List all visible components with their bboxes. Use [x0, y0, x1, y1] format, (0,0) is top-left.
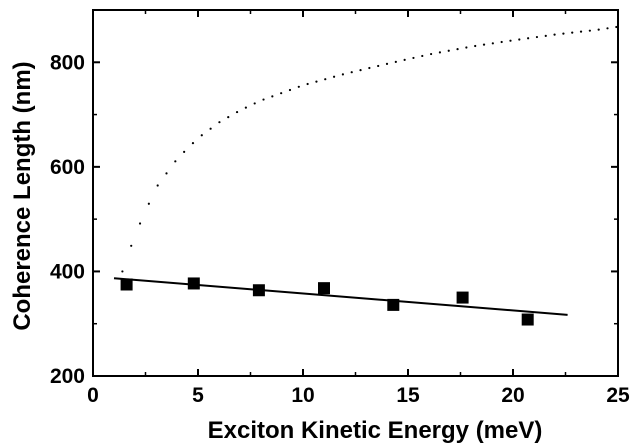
x-axis: 0 5 10 15 20 25: [87, 10, 630, 407]
curve-dot: [438, 51, 442, 54]
curve-dot: [244, 106, 247, 109]
curve-dot: [509, 39, 512, 42]
curve-dot: [474, 44, 477, 48]
curve-dot: [253, 102, 256, 105]
curve-dot: [262, 98, 265, 101]
curve-dot: [403, 58, 406, 62]
curve-dot: [385, 62, 389, 65]
curve-dot: [571, 31, 574, 34]
x-axis-title: Exciton Kinetic Energy (meV): [208, 417, 543, 444]
curve-dot: [341, 73, 344, 76]
data-point-square: [456, 291, 469, 304]
curve-dot: [421, 54, 424, 58]
curve-dot: [553, 33, 556, 36]
curve-dot: [174, 160, 177, 163]
y-tick-label: 200: [50, 365, 85, 388]
curve-dot: [315, 80, 318, 83]
curve-dot: [491, 42, 494, 45]
curve-dot: [544, 34, 547, 37]
curve-dot: [156, 184, 159, 187]
curve-dot: [535, 35, 539, 39]
curve-dot: [200, 134, 203, 137]
curve-dot: [377, 64, 380, 68]
x-tick-label: 15: [396, 384, 420, 407]
curve-dot: [518, 38, 521, 41]
y-tick-label: 600: [50, 156, 85, 179]
curve-dot: [183, 150, 186, 154]
curve-dot: [288, 88, 292, 92]
y-axis: 200 400 600 800: [50, 51, 618, 388]
curve-dot: [121, 270, 124, 273]
curve-dot: [324, 78, 327, 81]
curve-dot: [147, 202, 150, 205]
curve-dot: [394, 60, 397, 63]
curve-dot: [482, 43, 486, 46]
curve-dot: [165, 172, 168, 175]
curve-dot: [297, 85, 300, 88]
curve-dot: [368, 66, 371, 70]
plot-frame: [92, 9, 619, 377]
curve-dot: [412, 56, 415, 60]
curve-dot: [465, 46, 468, 49]
y-axis-title: Coherence Length (nm): [9, 61, 36, 330]
curve-dot: [235, 110, 239, 114]
curve-dot: [271, 95, 274, 98]
curve-dot: [447, 49, 450, 52]
data-markers: [120, 277, 534, 326]
curve-dot: [527, 37, 530, 40]
curve-dot: [209, 127, 212, 130]
data-point-square: [187, 277, 200, 290]
curve-dot: [456, 48, 459, 51]
dotted-curve: [121, 25, 618, 273]
curve-dot: [227, 116, 230, 119]
curve-dot: [306, 82, 309, 86]
fit-line-segment: [113, 277, 568, 316]
curve-dot: [191, 142, 195, 145]
curve-dot: [500, 40, 503, 44]
x-tick-label: 5: [192, 384, 204, 407]
curve-dot: [218, 121, 221, 124]
curve-dot: [615, 25, 618, 29]
x-tick-label: 20: [501, 384, 524, 407]
curve-dot: [579, 30, 583, 33]
curve-dot: [280, 92, 283, 95]
curve-dot: [332, 75, 336, 78]
curve-dot: [130, 244, 133, 247]
data-point-square: [318, 282, 330, 295]
curve-dot: [588, 29, 591, 32]
x-tick-label: 10: [291, 384, 314, 407]
curve-dot: [350, 71, 353, 74]
data-point-square: [252, 284, 265, 297]
data-point-square: [521, 313, 534, 326]
curve-dot: [597, 28, 600, 31]
curve-dot: [606, 27, 609, 30]
data-point-square: [120, 278, 133, 291]
x-tick-label: 0: [87, 384, 99, 407]
curve-dot: [430, 52, 433, 56]
curve-dot: [359, 69, 362, 72]
fit-line: [113, 277, 568, 316]
y-tick-label: 800: [50, 51, 85, 74]
curve-dot: [138, 222, 142, 225]
curve-dot: [562, 32, 565, 35]
y-tick-label: 400: [50, 260, 85, 283]
x-tick-label: 25: [606, 384, 630, 407]
data-point-square: [387, 298, 400, 311]
